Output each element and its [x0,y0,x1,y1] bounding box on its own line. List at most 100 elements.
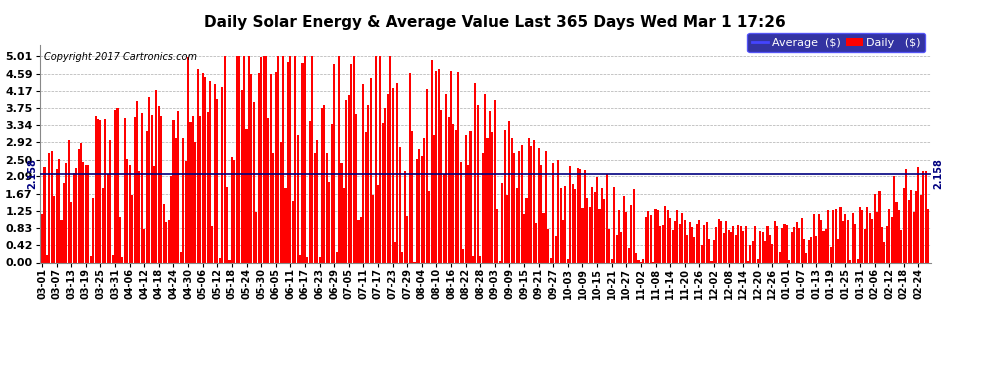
Bar [756,260,758,262]
Bar [801,218,803,262]
Bar [165,222,167,262]
Bar [72,173,74,262]
Bar [331,124,333,262]
Bar [250,74,252,262]
Bar [567,259,569,262]
Bar [596,177,598,262]
Bar [119,217,121,262]
Bar [92,198,94,262]
Bar [172,120,174,262]
Bar [367,105,369,262]
Bar [355,114,357,262]
Bar [360,217,362,262]
Bar [316,141,318,262]
Bar [244,56,246,262]
Bar [124,118,126,262]
Bar [107,174,109,262]
Bar [489,111,491,262]
Bar [806,253,808,262]
Bar [221,87,223,262]
Bar [396,84,399,262]
Bar [501,183,503,262]
Bar [776,226,778,262]
Text: 2.158: 2.158 [27,158,38,189]
Bar [793,228,795,262]
Bar [446,94,447,262]
Bar [718,219,720,262]
Bar [798,228,800,262]
Bar [601,188,603,262]
Bar [569,166,571,262]
Bar [214,84,216,262]
Bar [868,213,871,262]
Bar [372,195,374,262]
Bar [730,232,732,262]
Bar [856,260,858,262]
Bar [406,216,408,262]
Bar [134,117,136,262]
Bar [155,90,157,262]
Bar [428,191,430,262]
Bar [117,108,119,262]
Bar [764,241,766,262]
Bar [915,190,917,262]
Bar [464,135,466,262]
Bar [160,116,162,262]
Bar [825,229,827,262]
Bar [818,214,820,262]
Bar [698,220,700,262]
Bar [274,72,277,262]
Bar [531,146,533,262]
Bar [828,210,830,262]
Bar [95,116,97,262]
Bar [733,226,735,262]
Bar [808,240,810,262]
Bar [516,188,518,262]
Bar [544,151,547,262]
Bar [338,56,341,262]
Bar [630,205,633,262]
Bar [153,166,155,262]
Bar [499,261,501,262]
Bar [536,223,538,262]
Bar [533,140,535,262]
Bar [616,236,618,262]
Bar [292,201,294,262]
Bar [241,90,243,262]
Bar [392,88,394,262]
Bar [538,148,540,262]
Bar [177,111,179,262]
Bar [788,260,790,262]
Bar [518,151,520,262]
Bar [481,153,484,262]
Bar [859,207,861,262]
Bar [260,57,262,262]
Bar [180,252,182,262]
Bar [85,165,87,262]
Bar [844,214,846,262]
Bar [740,226,742,262]
Bar [411,131,413,262]
Bar [599,209,601,262]
Bar [136,100,138,262]
Bar [749,245,751,262]
Bar [255,212,257,262]
Bar [369,78,371,262]
Bar [886,226,888,262]
Bar [628,248,630,262]
Bar [204,76,206,262]
Bar [279,141,281,262]
Bar [684,220,686,262]
Bar [144,229,146,262]
Bar [175,138,177,262]
Bar [774,221,776,262]
Bar [462,249,464,262]
Bar [452,124,454,262]
Bar [443,174,445,262]
Bar [202,73,204,262]
Bar [438,69,440,262]
Bar [433,135,435,262]
Bar [114,110,116,262]
Bar [564,186,566,262]
Bar [815,236,817,262]
